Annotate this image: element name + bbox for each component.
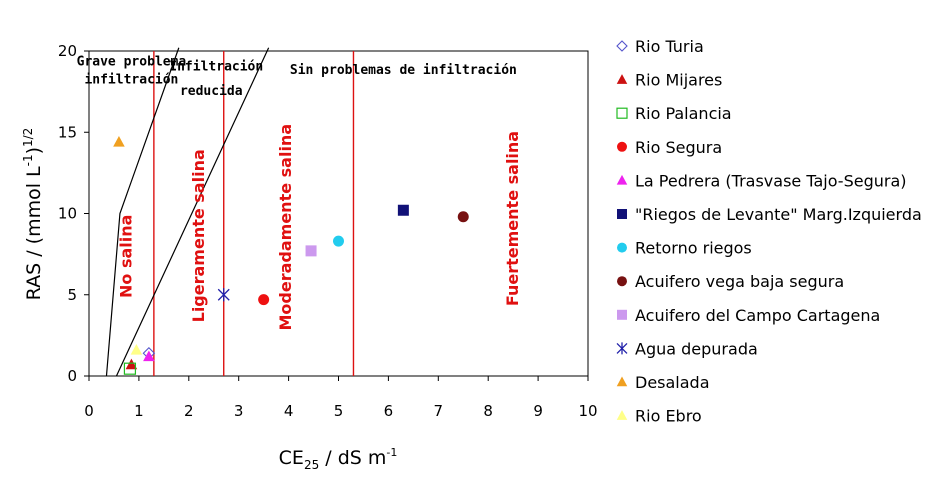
zone-labels: No salina Ligeramente salina Moderadamente… — [77, 55, 523, 331]
x-tick-label: 8 — [483, 402, 493, 420]
infiltration-boundary-line — [105, 47, 180, 376]
x-axis-title-main: CE — [279, 447, 304, 469]
legend-label: Retorno riegos — [635, 239, 752, 258]
legend-item: Desalada — [616, 373, 710, 392]
x-tick-label: 2 — [184, 402, 194, 420]
data-point — [258, 294, 270, 306]
legend-marker — [616, 342, 628, 355]
legend-item: Acuifero del Campo Cartagena — [617, 306, 880, 325]
legend-item: Rio Mijares — [616, 71, 722, 90]
legend: Rio Turia Rio Mijares Rio Palancia Rio Segu… — [616, 37, 922, 426]
x-tick-label: 6 — [384, 402, 394, 420]
legend-item: Rio Ebro — [616, 407, 702, 426]
data-point — [123, 362, 137, 375]
salinity-zone-label: Moderadamente salina — [276, 124, 295, 331]
legend-marker — [616, 376, 628, 387]
legend-marker — [617, 209, 627, 219]
x-axis-title-sub: 25 — [304, 458, 319, 472]
salinity-zone-label: Fuertemente salina — [503, 131, 522, 306]
infiltration-boundary-lines — [105, 47, 270, 376]
legend-item: Retorno riegos — [617, 239, 752, 258]
legend-item: Rio Palancia — [616, 104, 732, 123]
infiltration-zone-label: Sin problemas de infiltración — [290, 63, 517, 78]
salinity-zone-label: No salina — [116, 215, 135, 298]
legend-marker — [616, 410, 628, 420]
x-tick-label: 4 — [284, 402, 294, 420]
x-tick-label: 3 — [234, 402, 244, 420]
y-tick-label: 20 — [58, 42, 77, 60]
legend-label: Acuifero vega baja segura — [635, 272, 844, 291]
data-point — [143, 350, 155, 362]
data-point — [397, 204, 409, 216]
data-point — [305, 245, 317, 257]
infiltration-zone-label: Infiltración — [169, 60, 263, 75]
legend-marker — [616, 40, 628, 52]
axes: 0 1 2 3 4 5 6 7 8 9 10 0 5 10 15 20 — [58, 42, 598, 420]
x-axis-title-rest: / dS m — [319, 447, 386, 469]
x-tick-label: 10 — [578, 402, 597, 420]
y-tick-label: 0 — [67, 367, 77, 385]
salinity-zone-label: Ligeramente salina — [189, 149, 208, 322]
infiltration-zone-label: Grave problema — [77, 55, 187, 70]
legend-label: Rio Turia — [635, 37, 704, 56]
legend-marker — [617, 141, 627, 152]
y-axis-title-main: RAS / (mmol L — [23, 166, 45, 300]
legend-label: Desalada — [635, 373, 710, 392]
legend-label: Rio Palancia — [635, 104, 732, 123]
x-tick-label: 5 — [334, 402, 344, 420]
infiltration-zone-label: infiltración — [84, 73, 178, 88]
x-tick-label: 1 — [134, 402, 144, 420]
y-axis-title-sup2: 1/2 — [21, 128, 35, 147]
legend-marker — [616, 74, 628, 84]
legend-item: "Riegos de Levante" Marg.Izquierda — [617, 205, 922, 224]
legend-item: Acuifero vega baja segura — [617, 272, 844, 291]
legend-label: Acuifero del Campo Cartagena — [635, 306, 880, 325]
x-tick-label: 7 — [434, 402, 444, 420]
data-point — [125, 358, 138, 370]
y-tick-label: 5 — [67, 286, 77, 304]
infiltration-zone-label: reducida — [180, 84, 243, 99]
legend-label: Rio Mijares — [635, 71, 722, 90]
data-point — [333, 235, 344, 247]
y-tick-label: 15 — [58, 123, 77, 141]
legend-item: La Pedrera (Trasvase Tajo-Segura) — [616, 171, 907, 190]
legend-marker — [616, 107, 628, 119]
y-axis-title: RAS / (mmol L-1)1/2 — [21, 128, 45, 301]
legend-marker — [616, 174, 628, 185]
legend-label: La Pedrera (Trasvase Tajo-Segura) — [635, 171, 907, 190]
legend-marker — [617, 309, 627, 320]
legend-item: Rio Segura — [617, 138, 722, 157]
data-point — [130, 343, 143, 355]
x-tick-label: 9 — [533, 402, 543, 420]
y-axis-title-sup1: -1 — [21, 154, 35, 166]
legend-label: "Riegos de Levante" Marg.Izquierda — [635, 205, 922, 224]
legend-label: Rio Segura — [635, 138, 722, 157]
y-tick-label: 10 — [58, 205, 77, 223]
legend-marker — [617, 242, 627, 253]
y-axis-title-close: ) — [23, 147, 45, 154]
infiltration-boundary-line — [115, 47, 270, 376]
data-point — [113, 135, 125, 147]
x-axis-title: CE25 / dS m-1 — [279, 446, 398, 472]
legend-label: Agua depurada — [635, 339, 758, 358]
salinity-limit-lines — [153, 51, 355, 376]
legend-item: Agua depurada — [616, 339, 758, 358]
legend-label: Rio Ebro — [635, 407, 702, 426]
data-point — [457, 211, 469, 223]
data-point — [217, 288, 230, 302]
legend-marker — [617, 276, 627, 287]
x-axis-title-sup: -1 — [386, 446, 397, 459]
x-tick-label: 0 — [84, 402, 94, 420]
data-points — [113, 135, 469, 375]
legend-item: Rio Turia — [616, 37, 704, 56]
